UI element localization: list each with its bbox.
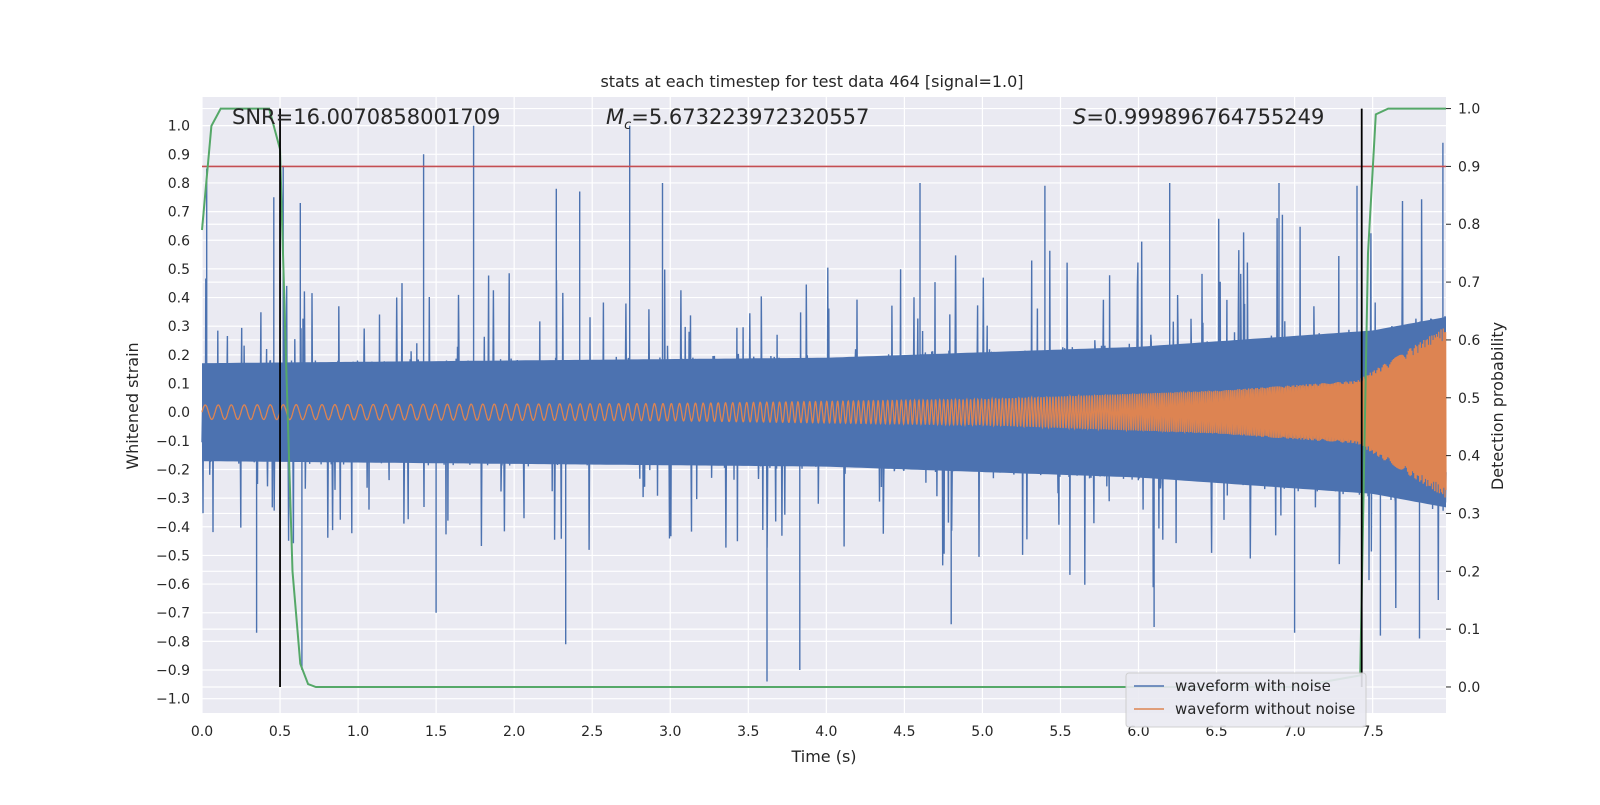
waveform-with-noise-core xyxy=(202,316,1446,508)
x-tick-label: 3.0 xyxy=(659,724,681,740)
x-tick-label: 2.5 xyxy=(581,724,603,740)
snr-annotation: SNR=16.0070858001709 xyxy=(232,105,500,129)
chirp-mass-value: =5.673223972320557 xyxy=(631,105,869,129)
y-tick-label: 1.0 xyxy=(168,119,190,135)
y-tick-label: −0.4 xyxy=(156,520,190,536)
y-tick-label: 0.5 xyxy=(168,262,190,278)
x-tick-label: 4.0 xyxy=(815,724,837,740)
y-tick-label: 0.8 xyxy=(168,176,190,192)
y2-tick-label: 0.1 xyxy=(1458,622,1480,638)
series-line-detection-probability xyxy=(201,107,1446,688)
y-tick-label: −0.3 xyxy=(156,491,190,507)
y-tick-label: −0.2 xyxy=(156,462,190,478)
x-tick-label: 3.5 xyxy=(737,724,759,740)
y-tick-label: −0.5 xyxy=(156,548,190,564)
y-tick-label: −0.7 xyxy=(156,606,190,622)
y2-tick-label: 1.0 xyxy=(1458,102,1480,118)
y-tick-label: 0.0 xyxy=(168,405,190,421)
y-tick-label: 0.3 xyxy=(168,319,190,335)
y2-tick-label: 0.3 xyxy=(1458,506,1480,522)
x-axis-label: Time (s) xyxy=(790,747,856,766)
y-tick-label: 0.4 xyxy=(168,291,190,307)
y2-tick-label: 0.2 xyxy=(1458,564,1480,580)
legend-label-noisy: waveform with noise xyxy=(1175,677,1331,695)
y-tick-label: 0.2 xyxy=(168,348,190,364)
x-tick-label: 6.0 xyxy=(1127,724,1149,740)
y2-tick-label: 0.5 xyxy=(1458,391,1480,407)
x-tick-label: 1.0 xyxy=(347,724,369,740)
y2-axis-label: Detection probability xyxy=(1488,322,1507,490)
axes: 0.0 0.5 1.0 1.5 2.0 2.5 3.0 3.5 4.0 4.5 5.0 5.5 6.0 6… xyxy=(156,102,1480,740)
x-tick-label: 6.5 xyxy=(1205,724,1227,740)
x-tick-label: 0.0 xyxy=(191,724,213,740)
score-annotation: S=0.999896764755249 xyxy=(1073,105,1324,129)
y-tick-label: 0.1 xyxy=(168,377,190,393)
score-value: =0.999896764755249 xyxy=(1086,105,1324,129)
series-layer xyxy=(201,125,1447,682)
x-tick-label: 5.0 xyxy=(971,724,993,740)
score-symbol: S xyxy=(1073,105,1086,129)
y2-tick-label: 0.7 xyxy=(1458,275,1480,291)
chart-title: stats at each timestep for test data 464… xyxy=(600,72,1023,91)
y2-tick-label: 0.9 xyxy=(1458,159,1480,175)
x-tick-label: 7.0 xyxy=(1283,724,1305,740)
chirp-mass-subscript: c xyxy=(624,118,631,133)
y-axis-label: Whitened strain xyxy=(123,342,142,469)
y-tick-label: 0.7 xyxy=(168,205,190,221)
y2-tick-label: 0.4 xyxy=(1458,449,1480,465)
y-tick-label: 0.9 xyxy=(168,147,190,163)
y2-tick-label: 0.6 xyxy=(1458,333,1480,349)
x-tick-label: 2.0 xyxy=(503,724,525,740)
legend-label-clean: waveform without noise xyxy=(1175,700,1355,718)
y-tick-label: −0.9 xyxy=(156,663,190,679)
x-tick-label: 0.5 xyxy=(269,724,291,740)
y-tick-label: −0.8 xyxy=(156,634,190,650)
y2-tick-label: 0.0 xyxy=(1458,680,1480,696)
chirp-mass-annotation: Mc=5.673223972320557 xyxy=(606,105,869,133)
y-tick-label: −0.6 xyxy=(156,577,190,593)
legend-box xyxy=(1125,672,1367,728)
y-tick-label: 0.6 xyxy=(168,233,190,249)
x-tick-label: 7.5 xyxy=(1362,724,1384,740)
overlay-layer xyxy=(201,107,1446,688)
y-tick-label: −1.0 xyxy=(156,692,190,708)
x-tick-label: 4.5 xyxy=(893,724,915,740)
y-tick-label: −0.1 xyxy=(156,434,190,450)
y2-tick-label: 0.8 xyxy=(1458,217,1480,233)
series-line-waveform-without-noise xyxy=(201,328,1447,498)
x-tick-label: 5.5 xyxy=(1049,724,1071,740)
chirp-mass-symbol: M xyxy=(606,105,624,129)
x-tick-label: 1.5 xyxy=(425,724,447,740)
legend: waveform with noise waveform without noi… xyxy=(1125,672,1367,728)
